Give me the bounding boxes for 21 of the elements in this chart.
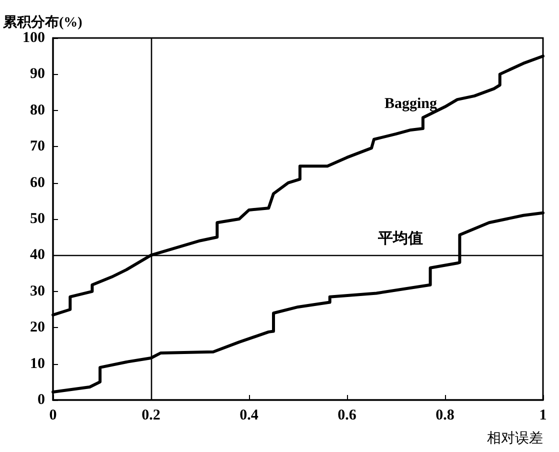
x-tick-label: 0.2	[142, 408, 160, 424]
y-tick-label: 10	[30, 356, 45, 372]
y-tick-label: 60	[30, 174, 45, 191]
x-tick-label: 0	[49, 408, 57, 424]
y-tick-label: 0	[38, 392, 45, 408]
y-tick-label: 80	[30, 102, 45, 118]
y-tick-label: 100	[22, 30, 45, 46]
x-tick-label: 0.4	[240, 408, 259, 424]
x-tick-label: 1	[539, 408, 547, 424]
y-tick-label: 30	[30, 283, 45, 300]
y-tick-label: 70	[30, 138, 45, 155]
y-tick-label: 50	[30, 211, 45, 227]
y-tick-label: 90	[30, 66, 45, 82]
x-tick-label: 0.8	[436, 408, 454, 424]
y-axis-title: 累积分布(%)	[2, 14, 83, 30]
y-tick-label: 20	[30, 320, 45, 336]
x-tick-label: 0.6	[338, 408, 357, 424]
y-tick-label: 40	[30, 247, 45, 264]
series-label: 平均值	[376, 230, 423, 248]
series-label: Bagging	[384, 96, 438, 112]
x-axis-title: 相对误差	[487, 430, 543, 446]
